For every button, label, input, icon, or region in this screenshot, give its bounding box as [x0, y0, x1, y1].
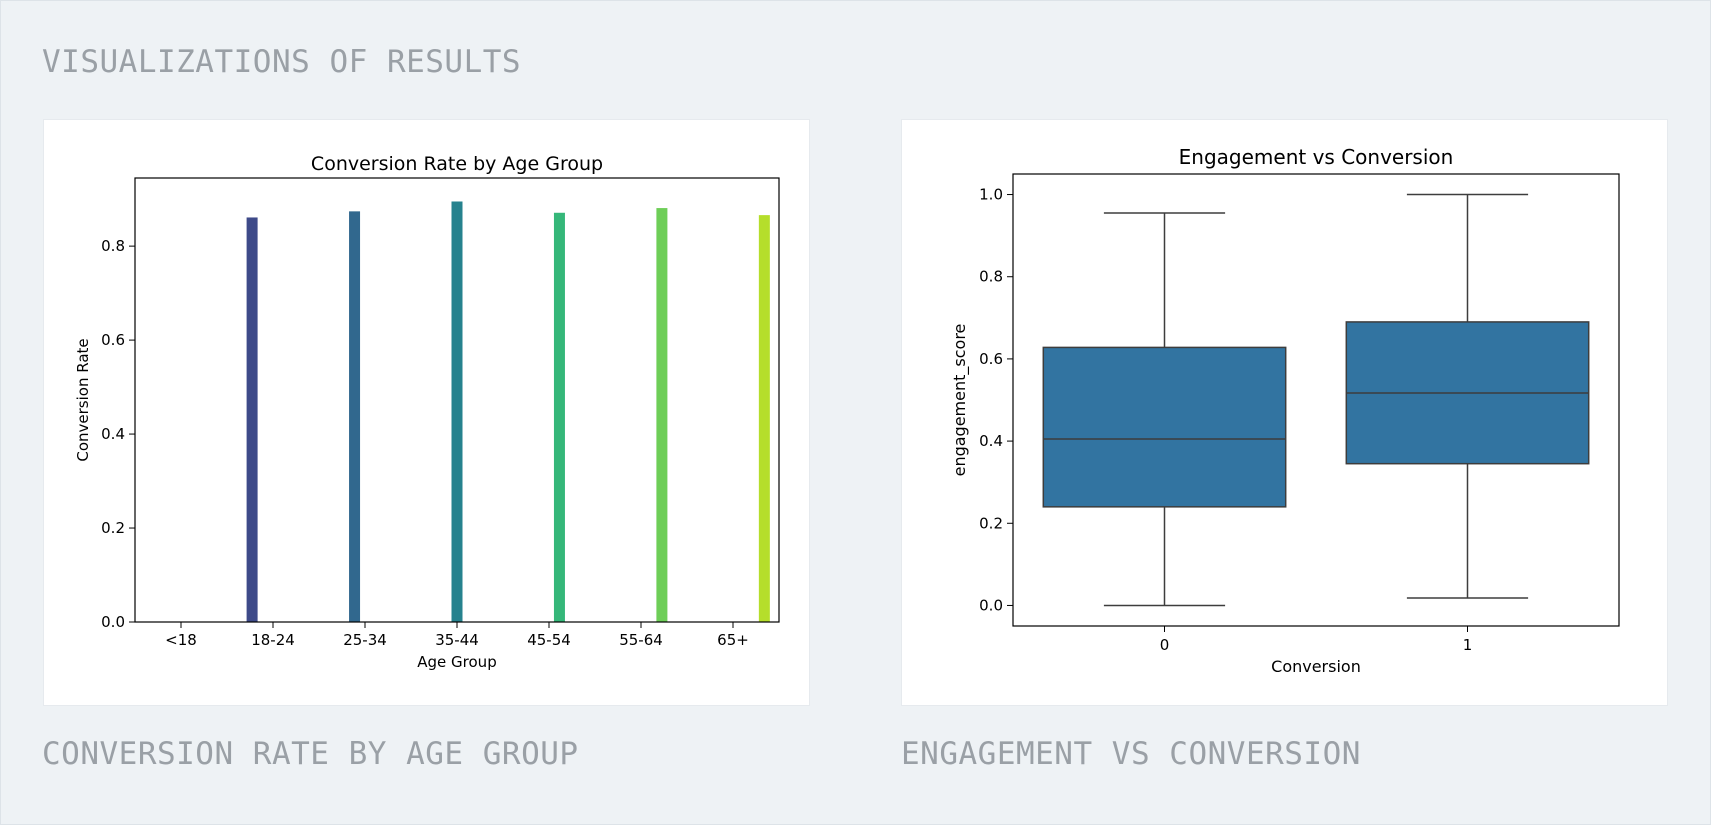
- y-tick-label: 0.0: [101, 613, 125, 631]
- x-tick-label: 45-54: [527, 631, 571, 649]
- y-tick-label: 0.8: [979, 268, 1003, 286]
- box-plot-panel: Engagement vs Conversion 0.0 0.2 0.4 0.6 0.8 1…: [901, 119, 1668, 706]
- chart-title: Conversion Rate by Age Group: [311, 153, 603, 175]
- y-tick-label: 1.0: [979, 186, 1003, 204]
- x-axis-label: Conversion: [1271, 657, 1361, 676]
- y-tick-label: 0.8: [101, 237, 125, 255]
- y-tick-label: 0.2: [979, 514, 1003, 532]
- x-tick-label: 35-44: [435, 631, 479, 649]
- x-tick-label: 25-34: [343, 631, 387, 649]
- bar-35-44: [451, 201, 463, 622]
- bar-65+: [758, 215, 770, 622]
- bar-45-54: [553, 212, 565, 622]
- y-tick-label: 0.6: [101, 331, 125, 349]
- y-tick-label: 0.0: [979, 596, 1003, 614]
- x-tick-label: 0: [1160, 636, 1170, 654]
- caption-conversion-rate: CONVERSION RATE BY AGE GROUP: [42, 736, 579, 772]
- conversion-by-age-chart: Conversion Rate by Age Group 0.0 0.2 0.4 0.6…: [74, 153, 780, 671]
- bar-25-34: [349, 211, 361, 622]
- plot-frame: [1012, 173, 1620, 627]
- engagement-vs-conversion-chart: Engagement vs Conversion 0.0 0.2 0.4 0.6 0.8 1…: [950, 145, 1620, 676]
- y-tick-label: 0.2: [101, 519, 125, 537]
- x-tick-label: 18-24: [251, 631, 295, 649]
- x-tick-label: 65+: [717, 631, 749, 649]
- x-axis-label: Age Group: [417, 653, 496, 671]
- section-title: VISUALIZATIONS OF RESULTS: [42, 44, 522, 80]
- x-tick-label: 55-64: [619, 631, 663, 649]
- x-tick-label: <18: [165, 631, 197, 649]
- y-axis-label: engagement_score: [950, 324, 970, 477]
- bar-55-64: [656, 208, 668, 623]
- chart-title: Engagement vs Conversion: [1179, 145, 1454, 169]
- bar-18-24: [246, 217, 258, 622]
- y-tick-label: 0.6: [979, 350, 1003, 368]
- caption-engagement: ENGAGEMENT VS CONVERSION: [901, 736, 1361, 772]
- y-axis-label: Conversion Rate: [74, 338, 92, 461]
- y-tick-label: 0.4: [101, 425, 125, 443]
- y-tick-label: 0.4: [979, 432, 1003, 450]
- box-0-iqr: [1042, 346, 1287, 508]
- bar-chart-panel: Conversion Rate by Age Group 0.0 0.2 0.4 0.6…: [43, 119, 810, 706]
- x-tick-label: 1: [1463, 636, 1473, 654]
